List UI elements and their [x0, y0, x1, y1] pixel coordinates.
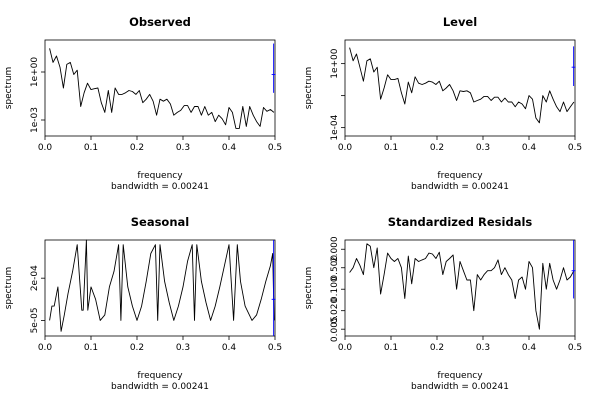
x-tick-label: 0.1 [84, 343, 98, 353]
x-tick-label: 0.2 [130, 343, 144, 353]
panel-2: Level 0.0 0.1 0.2 0.3 0.4 0.5 1e-04 1e+00 frequen… [304, 15, 582, 192]
x-tick-label: 0.1 [84, 143, 98, 153]
x-tick-label: 0.1 [384, 143, 398, 153]
x-tick-label: 0.0 [338, 143, 353, 153]
chart-title: Seasonal [131, 215, 189, 229]
x-axis-label: frequency [137, 171, 183, 181]
y-tick-label: 0.020 [330, 298, 340, 324]
y-tick-label: 1e+00 [30, 57, 40, 88]
y-axis-label: spectrum [304, 67, 314, 110]
chart-title: Standardized Residals [388, 215, 533, 229]
y-tick-label: 1e+00 [330, 48, 340, 79]
y-tick-label: 5e-05 [30, 307, 40, 333]
y-tick-label: 2.000 [330, 236, 340, 262]
plot-frame [44, 239, 276, 337]
x-tick-label: 0.4 [522, 343, 537, 353]
spectrum-line [49, 48, 275, 129]
x-axis-label: frequency [137, 371, 183, 381]
bandwidth-note: bandwidth = 0.00241 [411, 182, 509, 192]
x-tick-label: 0.2 [130, 143, 144, 153]
x-tick-label: 0.0 [38, 143, 53, 153]
spectrum-line [349, 243, 575, 330]
plot-frame [344, 239, 576, 337]
x-tick-label: 0.3 [476, 143, 490, 153]
y-tick-label: 1e-03 [30, 107, 40, 133]
x-tick-label: 0.3 [476, 343, 490, 353]
chart-title: Observed [129, 15, 191, 29]
chart-title: Level [443, 15, 477, 29]
y-tick-label: 0.500 [330, 255, 340, 281]
panel-1: Observed 0.0 0.1 0.2 0.3 0.4 0.5 1e-03 1e+00 freq… [4, 15, 282, 192]
x-tick-label: 0.3 [176, 143, 190, 153]
x-tick-label: 0.4 [222, 343, 237, 353]
spectrum-line [49, 239, 275, 332]
y-tick-label: 0.005 [330, 316, 340, 342]
x-tick-label: 0.3 [176, 343, 190, 353]
bandwidth-note: bandwidth = 0.00241 [111, 182, 209, 192]
x-tick-label: 0.2 [430, 343, 444, 353]
y-axis-label: spectrum [304, 267, 314, 310]
x-tick-label: 0.5 [568, 143, 582, 153]
x-axis-label: frequency [437, 171, 483, 181]
bandwidth-note: bandwidth = 0.00241 [411, 382, 509, 392]
x-tick-label: 0.5 [568, 343, 582, 353]
y-tick-label: 0.100 [330, 276, 340, 302]
x-tick-label: 0.2 [430, 143, 444, 153]
x-tick-label: 0.5 [268, 343, 282, 353]
plot-frame [344, 39, 576, 137]
spectrum-line [349, 47, 575, 124]
bandwidth-note: bandwidth = 0.00241 [111, 382, 209, 392]
x-tick-label: 0.1 [384, 343, 398, 353]
x-tick-label: 0.5 [268, 143, 282, 153]
y-axis-label: spectrum [4, 267, 14, 310]
panel-3: Seasonal 0.0 0.1 0.2 0.3 0.4 0.5 5e-05 2e-04 freq… [4, 215, 282, 392]
x-tick-label: 0.4 [522, 143, 537, 153]
x-tick-label: 0.4 [222, 143, 237, 153]
x-tick-label: 0.0 [338, 343, 353, 353]
y-tick-label: 2e-04 [30, 265, 40, 291]
y-tick-label: 1e-04 [330, 114, 340, 140]
x-axis-label: frequency [437, 371, 483, 381]
x-tick-label: 0.0 [38, 343, 53, 353]
plot-frame [44, 39, 276, 137]
y-axis-label: spectrum [4, 67, 14, 110]
